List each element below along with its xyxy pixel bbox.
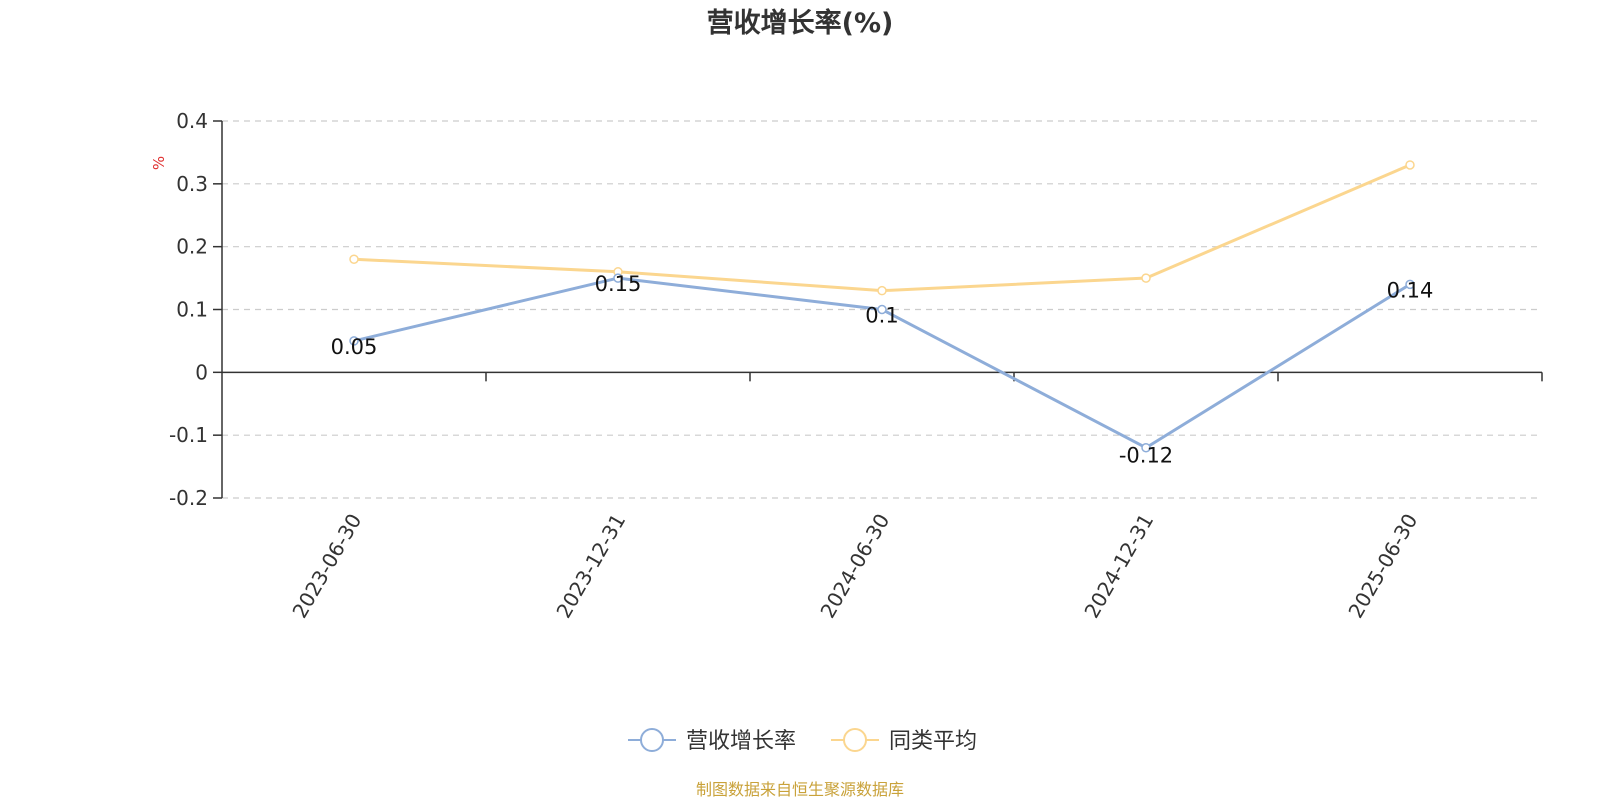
source-note: 制图数据来自恒生聚源数据库 bbox=[695, 780, 904, 799]
x-tick-label: 2024-12-31 bbox=[1079, 510, 1158, 623]
legend-label: 营收增长率 bbox=[686, 729, 796, 754]
y-tick-label: 0.3 bbox=[176, 172, 208, 196]
data-point bbox=[1141, 442, 1151, 453]
x-tick-label: 2023-12-31 bbox=[551, 510, 630, 623]
legend-marker bbox=[843, 728, 867, 752]
data-point bbox=[613, 273, 623, 283]
axes: -0.2 -0.1 0 0.1 0.2 0.3 0.4% 2023-06-30 2023-12-… bbox=[150, 109, 1543, 623]
data-label: 0.05 bbox=[331, 335, 378, 359]
data-label: 0.15 bbox=[595, 272, 642, 296]
y-tick-label: 0.2 bbox=[176, 235, 208, 259]
x-tick-label: 2024-06-30 bbox=[815, 510, 894, 623]
legend-marker bbox=[640, 728, 664, 752]
legend[interactable]: 营收增长率 同类平均 bbox=[628, 728, 977, 754]
chart-title: 营收增长率(%) bbox=[706, 8, 894, 39]
y-tick-label: -0.2 bbox=[169, 486, 208, 510]
data-label: 0.1 bbox=[865, 304, 898, 328]
x-tick-label: 2025-06-30 bbox=[1343, 510, 1422, 623]
data-point bbox=[877, 304, 887, 315]
data-point bbox=[877, 285, 887, 296]
y-axis-label: % bbox=[150, 156, 168, 170]
y-tick-label: 0 bbox=[195, 360, 208, 384]
y-tick-label: 0.1 bbox=[176, 298, 208, 322]
y-tick-label: -0.1 bbox=[169, 423, 208, 447]
data-point bbox=[1405, 279, 1415, 290]
x-tick-label: 2023-06-30 bbox=[287, 510, 366, 623]
data-point bbox=[1141, 273, 1151, 283]
data-point bbox=[349, 336, 359, 346]
legend-label: 同类平均 bbox=[889, 729, 977, 754]
series-lines bbox=[349, 160, 1415, 453]
data-label: 0.14 bbox=[1387, 278, 1434, 302]
data-labels: 0.05 0.15 0.1 -0.12 0.14 bbox=[331, 272, 1434, 468]
data-point bbox=[349, 254, 359, 264]
data-label: -0.12 bbox=[1119, 444, 1173, 468]
y-tick-label: 0.4 bbox=[176, 109, 208, 133]
data-point bbox=[1405, 160, 1415, 170]
